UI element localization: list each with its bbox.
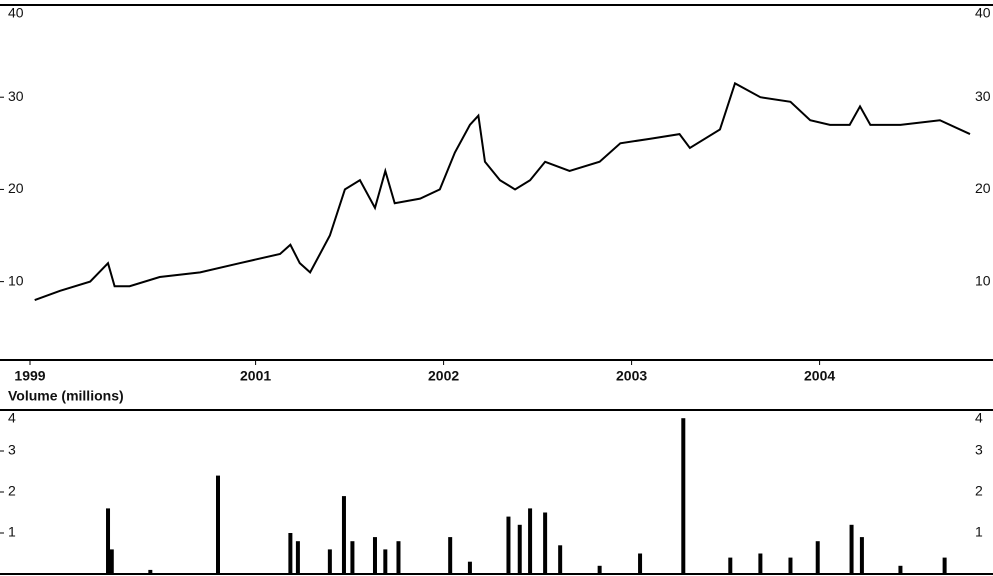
volume-bar [448, 537, 453, 574]
volume-bar [543, 512, 548, 574]
volume-bar [383, 549, 388, 574]
y-tick-label-right: 1 [975, 524, 983, 540]
panel-title: Volume (millions) [8, 388, 124, 404]
y-tick-label: 30 [8, 88, 24, 104]
y-tick-label-right: 40 [975, 5, 991, 21]
y-tick-label-right: 30 [975, 88, 991, 104]
y-tick-label: 40 [8, 5, 24, 21]
volume-bar [528, 508, 533, 574]
volume-bar [327, 549, 332, 574]
y-tick-label: 2 [8, 483, 16, 499]
y-tick-label: 4 [8, 410, 16, 426]
x-tick-label: 2002 [428, 368, 459, 384]
volume-bar [106, 508, 111, 574]
volume-bar [788, 557, 793, 574]
volume-bar [288, 533, 293, 574]
y-tick-label-right: 20 [975, 180, 991, 196]
x-tick-label: 2004 [804, 368, 835, 384]
y-tick-label: 10 [8, 272, 24, 288]
volume-bar [597, 565, 602, 574]
y-tick-label: 20 [8, 180, 24, 196]
price-line [34, 81, 971, 302]
volume-bar [341, 496, 346, 574]
volume-bar [558, 545, 563, 574]
volume-bar [859, 537, 864, 574]
y-tick-label-right: 2 [975, 483, 983, 499]
volume-bar [467, 561, 472, 574]
volume-bar [350, 541, 355, 574]
volume-bar [396, 541, 401, 574]
y-tick-label-right: 4 [975, 410, 983, 426]
volume-bar [372, 537, 377, 574]
volume-bar [148, 569, 153, 574]
x-tick-label: 2001 [240, 368, 271, 384]
x-tick-label: 2003 [616, 368, 647, 384]
volume-bar [216, 475, 220, 574]
volume-bar [758, 553, 763, 574]
volume-bar [109, 549, 114, 574]
y-tick-label: 1 [8, 524, 16, 540]
volume-bar [942, 557, 947, 574]
volume-bar [638, 553, 643, 574]
y-tick-label: 3 [8, 442, 16, 458]
x-tick-label: 1999 [14, 368, 45, 384]
volume-bar [681, 418, 686, 574]
volume-bar [295, 541, 300, 574]
y-tick-label-right: 3 [975, 442, 983, 458]
y-tick-label-right: 10 [975, 272, 991, 288]
volume-bar [728, 557, 733, 574]
volume-bar [506, 516, 511, 574]
volume-bar [815, 541, 820, 574]
volume-bar [849, 524, 854, 574]
volume-bar [898, 565, 903, 574]
volume-bar [517, 524, 522, 574]
